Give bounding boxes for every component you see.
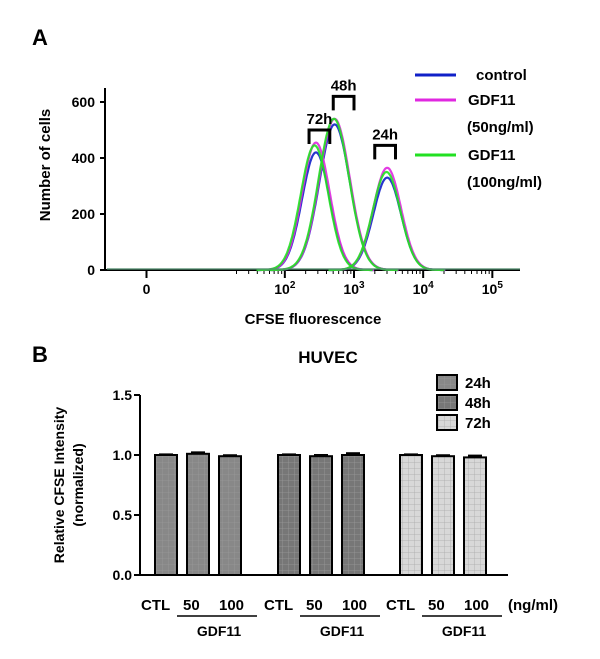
peak-label: 72h	[306, 111, 332, 128]
bar	[277, 454, 301, 576]
peak-bracket	[307, 128, 332, 144]
bar	[186, 452, 210, 576]
bar	[218, 455, 242, 577]
bar-category-label: 100	[342, 597, 367, 614]
bar-category-label: 50	[183, 597, 200, 614]
bar	[399, 454, 423, 576]
peak-bracket	[373, 143, 397, 160]
histogram-y-tick-label: 200	[72, 206, 96, 222]
bar-y-axis-label-line2: (normalized)	[70, 443, 86, 526]
histogram-x-tick-label: 0	[143, 281, 151, 297]
bar-category-label: CTL	[141, 597, 170, 614]
histogram-x-tick-label: 102	[274, 280, 296, 297]
histogram-x-axis-label: CFSE fluorescence	[245, 311, 382, 328]
histogram-y-axis-label: Number of cells	[37, 109, 54, 222]
histogram-curves	[107, 117, 520, 272]
histogram-curve	[328, 166, 446, 272]
peak-label: 48h	[331, 77, 357, 94]
panel-b-label: B	[32, 342, 48, 367]
legend-label: 48h	[465, 395, 491, 412]
panel-b: B HUVEC Relative CFSE Intensity (normali…	[32, 342, 558, 639]
bar	[341, 454, 365, 576]
histogram-curve	[328, 176, 446, 272]
bar-legend: 24h 48h 72h	[436, 374, 491, 432]
bar-category-label: CTL	[386, 597, 415, 614]
group-label: GDF11	[320, 623, 365, 639]
histogram-legend: control GDF11 (50ng/ml) GDF11 (100ng/ml)	[415, 67, 542, 191]
histogram-curve	[256, 144, 373, 272]
legend-label: 24h	[465, 375, 491, 392]
histogram-y-tick-label: 600	[72, 94, 96, 110]
histogram-peak-annotations: 72h 48h 24h	[306, 77, 398, 160]
bar-category-label: 100	[219, 597, 244, 614]
bar-y-axis-label-line1: Relative CFSE Intensity	[51, 407, 67, 564]
legend-label-line2: (50ng/ml)	[467, 119, 534, 136]
histogram-axes: 0 200 400 600 0 102 103 104 105	[72, 88, 520, 297]
bar-y-tick-label: 1.0	[113, 447, 133, 463]
histogram-x-tick-label: 103	[343, 280, 365, 297]
legend-label: control	[476, 67, 527, 84]
bar-category-label: 50	[306, 597, 323, 614]
legend-label: GDF11	[468, 147, 516, 164]
bar-y-tick-label: 1.5	[113, 387, 133, 403]
panel-a-label: A	[32, 25, 48, 50]
legend-label: GDF11	[468, 92, 516, 109]
unit-label: (ng/ml)	[508, 597, 558, 614]
histogram-y-tick-label: 0	[87, 262, 95, 278]
bar	[463, 456, 487, 576]
bar	[154, 454, 178, 576]
histogram-curve	[257, 151, 375, 272]
bar	[309, 455, 333, 577]
legend-swatch	[436, 414, 458, 431]
histogram-y-tick-label: 400	[72, 150, 96, 166]
legend-swatch	[436, 374, 458, 391]
bar-category-label: 100	[464, 597, 489, 614]
bar-category-label: 50	[428, 597, 445, 614]
bar-y-tick-label: 0.5	[113, 507, 133, 523]
bar-series	[154, 451, 487, 577]
histogram-curve	[269, 117, 398, 272]
bar-y-tick-label: 0.0	[113, 567, 133, 583]
legend-swatch	[436, 394, 458, 411]
group-label: GDF11	[197, 623, 242, 639]
legend-label: 72h	[465, 415, 491, 432]
bar-chart-title: HUVEC	[298, 348, 358, 367]
panel-a: A Number of cells CFSE fluorescence 0 200…	[32, 25, 542, 328]
legend-label-line2: (100ng/ml)	[467, 174, 542, 191]
bar	[431, 455, 455, 577]
peak-label: 24h	[372, 126, 398, 143]
histogram-x-tick-label: 105	[482, 280, 504, 297]
histogram-curve	[328, 170, 445, 272]
bar-x-labels: CTL 50 100 GDF11 CTL 50 100 GDF11 CTL 50 100 GDF11 (…	[141, 597, 558, 639]
bar-category-label: CTL	[264, 597, 293, 614]
group-label: GDF11	[442, 623, 487, 639]
histogram-x-tick-label: 104	[413, 280, 435, 297]
peak-bracket	[331, 94, 356, 111]
